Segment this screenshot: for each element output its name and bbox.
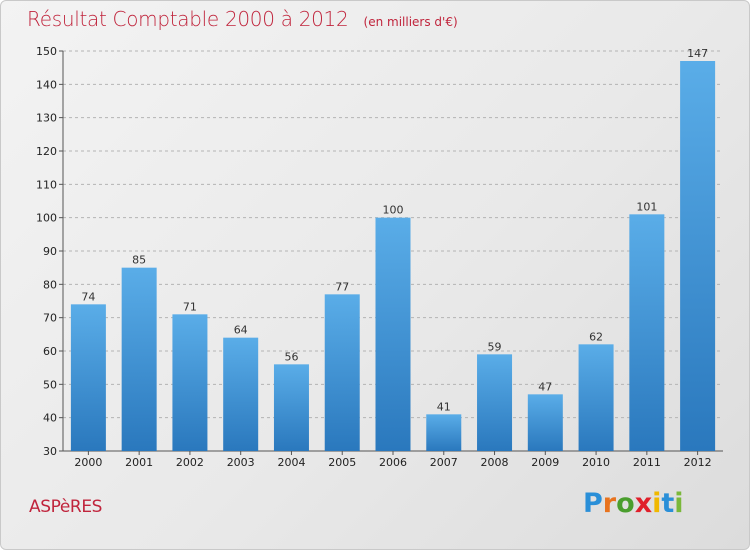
- x-tick-label: 2002: [176, 456, 204, 469]
- bar: [527, 394, 563, 451]
- bar: [172, 314, 208, 451]
- brand-letter: i: [652, 488, 662, 519]
- bar: [121, 267, 157, 451]
- data-label: 59: [488, 340, 502, 353]
- x-tick-label: 2007: [430, 456, 458, 469]
- x-tick-label: 2009: [531, 456, 559, 469]
- data-label: 64: [234, 324, 248, 337]
- brand-letter: i: [674, 488, 684, 519]
- y-tick-label: 150: [36, 45, 57, 58]
- x-tick-label: 2006: [379, 456, 407, 469]
- brand-letter: t: [661, 488, 675, 519]
- bar: [477, 354, 513, 451]
- x-tick-label: 2008: [481, 456, 509, 469]
- data-label: 85: [132, 254, 146, 267]
- x-tick-label: 2003: [227, 456, 255, 469]
- data-label: 56: [284, 350, 298, 363]
- y-tick-label: 40: [43, 412, 57, 425]
- x-tick-label: 2012: [684, 456, 712, 469]
- data-label: 47: [538, 380, 552, 393]
- bars: 74 85 71 64 56 77 100 41 59 47 62 101 147: [70, 47, 716, 451]
- bar: [426, 414, 462, 451]
- y-tick-label: 60: [43, 345, 57, 358]
- data-label: 41: [437, 400, 451, 413]
- data-label: 62: [589, 330, 603, 343]
- commune-name: ASPèRES: [29, 497, 103, 517]
- data-label: 101: [636, 200, 657, 213]
- data-label: 100: [383, 204, 404, 217]
- bar: [375, 217, 411, 451]
- chart-title: Résultat Comptable 2000 à 2012: [27, 7, 349, 31]
- chart-title-block: Résultat Comptable 2000 à 2012 (en milli…: [27, 7, 458, 31]
- y-tick-label: 70: [43, 312, 57, 325]
- y-tick-label: 30: [43, 445, 57, 458]
- y-tick-label: 140: [36, 78, 57, 91]
- axes: 30 40 50 60 70 80 90 100 110 120 130 140 150 2000 2001…: [36, 45, 723, 469]
- data-label: 147: [687, 47, 708, 60]
- x-tick-label: 2000: [74, 456, 102, 469]
- x-tick-label: 2005: [328, 456, 356, 469]
- bar: [578, 344, 614, 451]
- bar: [680, 61, 716, 451]
- brand-letter: r: [602, 488, 617, 519]
- bar: [223, 337, 259, 451]
- y-tick-label: 120: [36, 145, 57, 158]
- bar: [324, 294, 360, 451]
- x-tick-label: 2010: [582, 456, 610, 469]
- y-tick-label: 90: [43, 245, 57, 258]
- chart-subtitle: (en milliers d'€): [363, 15, 458, 29]
- data-label: 71: [183, 300, 197, 313]
- y-tick-label: 130: [36, 112, 57, 125]
- brand-logo: Proxiti: [583, 488, 684, 519]
- bar: [629, 214, 665, 451]
- data-label: 74: [81, 290, 95, 303]
- x-tick-label: 2011: [633, 456, 661, 469]
- y-tick-label: 100: [36, 212, 57, 225]
- y-tick-label: 80: [43, 278, 57, 291]
- y-tick-label: 50: [43, 378, 57, 391]
- bar: [273, 364, 309, 451]
- data-label: 77: [335, 280, 349, 293]
- y-tick-label: 110: [36, 178, 57, 191]
- x-tick-label: 2004: [277, 456, 305, 469]
- brand-letter: x: [634, 488, 653, 519]
- bar: [70, 304, 106, 451]
- brand-letter: o: [616, 488, 635, 519]
- brand-letter: P: [583, 488, 603, 519]
- x-tick-label: 2001: [125, 456, 153, 469]
